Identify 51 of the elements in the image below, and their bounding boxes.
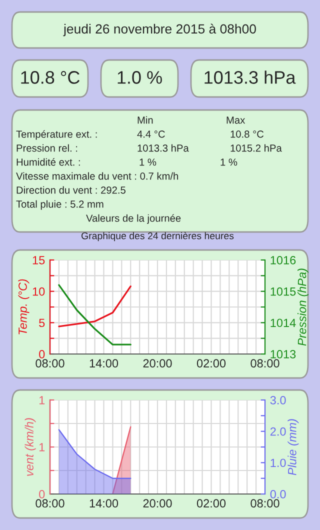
y2-tick-label: 2.0 bbox=[270, 427, 286, 436]
y2-axis-title: Pluie (mm) bbox=[288, 419, 299, 476]
y2-tick-label: 1013 bbox=[270, 350, 296, 358]
x-tick-label: 08:00 bbox=[250, 359, 280, 368]
text: 1 % bbox=[220, 158, 238, 166]
y2-tick-label: 3.0 bbox=[270, 396, 286, 404]
text: 10.8 °C bbox=[21, 71, 80, 84]
y2-tick-label: 0.0 bbox=[270, 490, 286, 498]
x-tick-label: 08:00 bbox=[250, 499, 280, 508]
text: jeudi 26 novembre 2015 à 08h00 bbox=[63, 24, 256, 36]
y-tick-label: 15 bbox=[32, 256, 45, 264]
y2-tick-label: 1016 bbox=[270, 256, 296, 264]
y-tick-label: 0 bbox=[39, 490, 45, 498]
text: Min bbox=[138, 116, 153, 124]
text: Pression rel. : bbox=[16, 144, 78, 152]
chart-title: Graphique des 24 dernières heures bbox=[82, 232, 234, 242]
y-axis-title: vent (km/h) bbox=[24, 418, 36, 476]
y-tick-label: 0 bbox=[39, 350, 45, 358]
text: 1.0 % bbox=[118, 71, 162, 84]
y2-axis-title: Pression (hPa) bbox=[298, 268, 309, 346]
text: Vitesse maximale du vent : 0.7 km/h bbox=[16, 172, 178, 180]
y2-tick-label: 1.0 bbox=[270, 458, 286, 468]
y2-tick-label: 1015 bbox=[270, 287, 296, 296]
x-tick-label: 02:00 bbox=[196, 359, 226, 368]
text: Humidité ext. : bbox=[16, 158, 80, 166]
text: 1 % bbox=[140, 158, 156, 166]
x-tick-label: 08:00 bbox=[36, 359, 64, 368]
y2-tick-label: 1014 bbox=[270, 318, 296, 328]
x-tick-label: 08:00 bbox=[36, 499, 64, 508]
y-tick-label: 1 bbox=[39, 396, 45, 404]
text: Température ext. : bbox=[16, 130, 97, 140]
text: 1015.2 hPa bbox=[230, 144, 282, 152]
y-tick-label: 1 bbox=[39, 443, 45, 452]
text: Valeurs de la journée bbox=[86, 214, 181, 224]
x-tick-label: 20:00 bbox=[143, 359, 172, 368]
text: 1013.3 hPa bbox=[138, 144, 189, 152]
x-tick-label: 14:00 bbox=[90, 359, 118, 368]
text: 1013.3 hPa bbox=[204, 70, 296, 84]
x-tick-label: 02:00 bbox=[196, 499, 226, 508]
text: Direction du vent : 292.5 bbox=[16, 186, 126, 194]
text: 4.4 °C bbox=[137, 130, 165, 138]
y-axis-title: Temp. (°C) bbox=[18, 279, 30, 334]
x-tick-label: 20:00 bbox=[143, 499, 172, 508]
line-series bbox=[58, 285, 132, 328]
line-series bbox=[58, 284, 132, 346]
x-tick-label: 14:00 bbox=[90, 499, 118, 508]
text: Max bbox=[226, 116, 246, 124]
text: 10.8 °C bbox=[230, 130, 264, 138]
y-tick-label: 10 bbox=[32, 287, 45, 296]
y-tick-label: 5 bbox=[39, 318, 45, 328]
text: Total pluie : 5.2 mm bbox=[16, 200, 104, 210]
